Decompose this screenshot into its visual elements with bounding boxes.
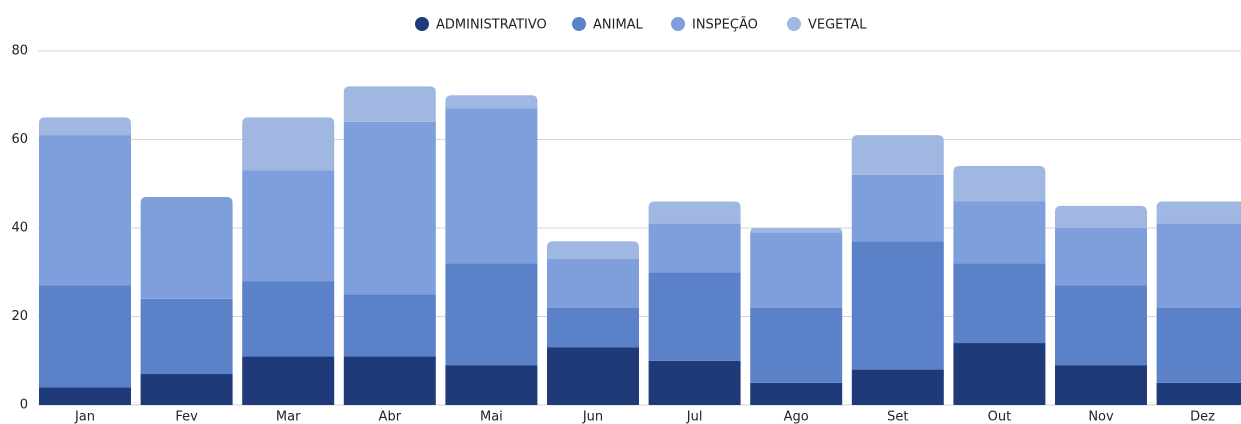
bar-segment [547, 347, 639, 405]
x-tick-label: Fev [175, 410, 198, 424]
bar-segment [140, 197, 233, 299]
bar-segment [648, 201, 741, 224]
y-tick-label: 40 [11, 221, 28, 236]
bar-segment [445, 263, 538, 366]
bar-segment [953, 166, 1046, 202]
bar-segment [1156, 307, 1241, 383]
bar-segment [445, 108, 538, 264]
bar-segment [953, 343, 1046, 405]
bar-segment [953, 201, 1046, 264]
bar-segment [140, 374, 233, 405]
legend-marker [415, 17, 429, 31]
x-tick-label: Out [988, 410, 1012, 424]
bar-segment [242, 170, 335, 282]
bar-segment [39, 285, 131, 388]
bar-segment [343, 121, 436, 295]
bar-segment [242, 281, 335, 357]
bar-segment [445, 365, 538, 405]
bar-segment [750, 382, 843, 405]
bar-segment [343, 356, 436, 405]
bar-segment [851, 135, 944, 175]
bar-segment [1156, 382, 1241, 405]
bar-segment [140, 298, 233, 375]
legend-marker [671, 17, 685, 31]
legend-marker [572, 17, 586, 31]
bar-segment [547, 258, 639, 308]
x-tick-label: Set [887, 410, 908, 424]
bar-segment [1055, 285, 1147, 366]
bar-segment [39, 117, 131, 136]
bar-segment [547, 241, 639, 259]
x-tick-label: Mai [480, 410, 503, 424]
bar-segment [1055, 228, 1147, 286]
y-tick-label: 60 [11, 132, 28, 147]
bar-segment [1156, 223, 1241, 308]
bar-segment [750, 307, 843, 383]
bar-segment [648, 360, 741, 405]
x-tick-label: Jan [74, 410, 95, 424]
bar-segment [242, 117, 335, 171]
bar-segment [1055, 365, 1147, 405]
x-tick-label: Nov [1088, 410, 1114, 424]
y-tick-label: 20 [11, 309, 28, 324]
y-tick-label: 80 [11, 44, 28, 59]
bar-segment [547, 307, 639, 348]
x-tick-label: Dez [1190, 410, 1215, 424]
legend-label: INSPEÇÃO [692, 17, 758, 33]
bar-segment [1055, 205, 1147, 228]
y-tick-label: 0 [20, 398, 28, 413]
legend-label: VEGETAL [808, 18, 867, 33]
legend-label: ANIMAL [593, 18, 644, 33]
bar-segment [750, 228, 843, 233]
bar-segment [1156, 201, 1241, 224]
bar-segment [343, 86, 436, 122]
x-tick-label: Jun [582, 410, 603, 424]
bar-segment [851, 174, 944, 242]
bar-segment [851, 369, 944, 405]
legend-marker [787, 17, 801, 31]
x-tick-label: Jul [686, 410, 703, 424]
bar-segment [648, 223, 741, 273]
bar-segment [39, 135, 131, 286]
bar-segment [648, 272, 741, 361]
bar-segment [445, 95, 538, 109]
bar-segment [242, 356, 335, 405]
x-tick-label: Mar [276, 410, 301, 424]
bar-segment [343, 294, 436, 357]
bar-segment [851, 241, 944, 370]
bar-segment [750, 232, 843, 308]
legend-label: ADMINISTRATIVO [436, 18, 547, 33]
x-tick-label: Abr [379, 410, 402, 424]
x-tick-label: Ago [784, 410, 809, 424]
bar-segment [39, 387, 131, 405]
bar-segment [953, 263, 1046, 344]
